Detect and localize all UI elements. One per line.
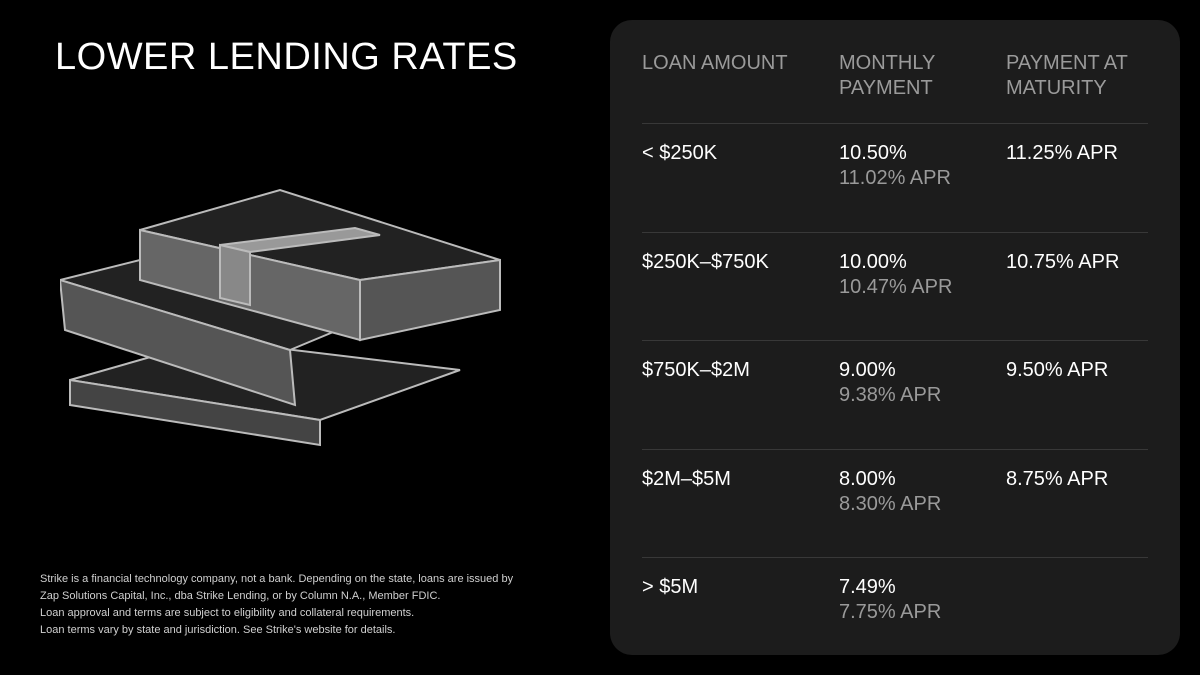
- loan-amount: $250K–$750K: [642, 250, 769, 273]
- table-row: $250K–$750K 10.00% 10.47% APR 10.75% APR: [642, 231, 1148, 341]
- monthly-payment: 9.00% 9.38% APR: [839, 358, 941, 408]
- column-header: MONTHLY PAYMENT: [839, 52, 935, 99]
- monthly-rate: 10.50%: [839, 142, 907, 164]
- maturity-payment: 8.75% APR: [1006, 467, 1109, 490]
- maturity-payment: 11.25% APR: [1006, 142, 1118, 164]
- monthly-payment: 7.49% 7.75% APR: [839, 575, 941, 625]
- loan-amount: $750K–$2M: [642, 359, 750, 381]
- monthly-payment: 10.50% 11.02% APR: [839, 141, 951, 191]
- money-illustration: [60, 188, 501, 447]
- monthly-apr: 8.30% APR: [839, 492, 942, 515]
- monthly-rate: 8.00%: [839, 467, 896, 490]
- rates-table: LOAN AMOUNT MONTHLY PAYMENT PAYMENT AT MAT…: [610, 20, 1180, 655]
- monthly-rate: 7.49%: [839, 576, 896, 598]
- monthly-payment: 10.00% 10.47% APR: [839, 250, 952, 300]
- monthly-rate: 9.00%: [839, 359, 896, 381]
- disclaimer-line: Loan terms vary by state and jurisdictio…: [40, 624, 396, 636]
- disclaimer: Strike is a financial technology company…: [40, 571, 513, 639]
- monthly-apr: 7.75% APR: [839, 601, 942, 623]
- table-row: $750K–$2M 9.00% 9.38% APR 9.50% APR: [642, 340, 1148, 449]
- maturity-payment: 9.50% APR: [1006, 359, 1109, 381]
- loan-amount: < $250K: [642, 142, 718, 164]
- monthly-rate: 10.00%: [839, 250, 907, 273]
- table-row: > $5M 7.49% 7.75% APR: [642, 557, 1148, 666]
- disclaimer-line: Zap Solutions Capital, Inc., dba Strike …: [40, 590, 441, 602]
- maturity-payment: 10.75% APR: [1006, 250, 1120, 273]
- table-row: $2M–$5M 8.00% 8.30% APR 8.75% APR: [642, 448, 1148, 558]
- title: LOWER LENDING RATES: [55, 36, 518, 78]
- column-header: LOAN AMOUNT: [642, 52, 788, 74]
- loan-amount: > $5M: [642, 576, 699, 598]
- loan-amount: $2M–$5M: [642, 467, 731, 490]
- monthly-apr: 9.38% APR: [839, 384, 942, 406]
- monthly-apr: 10.47% APR: [839, 275, 953, 298]
- disclaimer-line: Loan approval and terms are subject to e…: [40, 607, 415, 619]
- disclaimer-line: Strike is a financial technology company…: [40, 573, 514, 585]
- monthly-payment: 8.00% 8.30% APR: [839, 467, 941, 517]
- monthly-apr: 11.02% APR: [839, 167, 951, 189]
- table-row: < $250K 10.50% 11.02% APR 11.25% APR: [642, 123, 1148, 232]
- column-header: PAYMENT AT MATURITY: [1006, 52, 1128, 99]
